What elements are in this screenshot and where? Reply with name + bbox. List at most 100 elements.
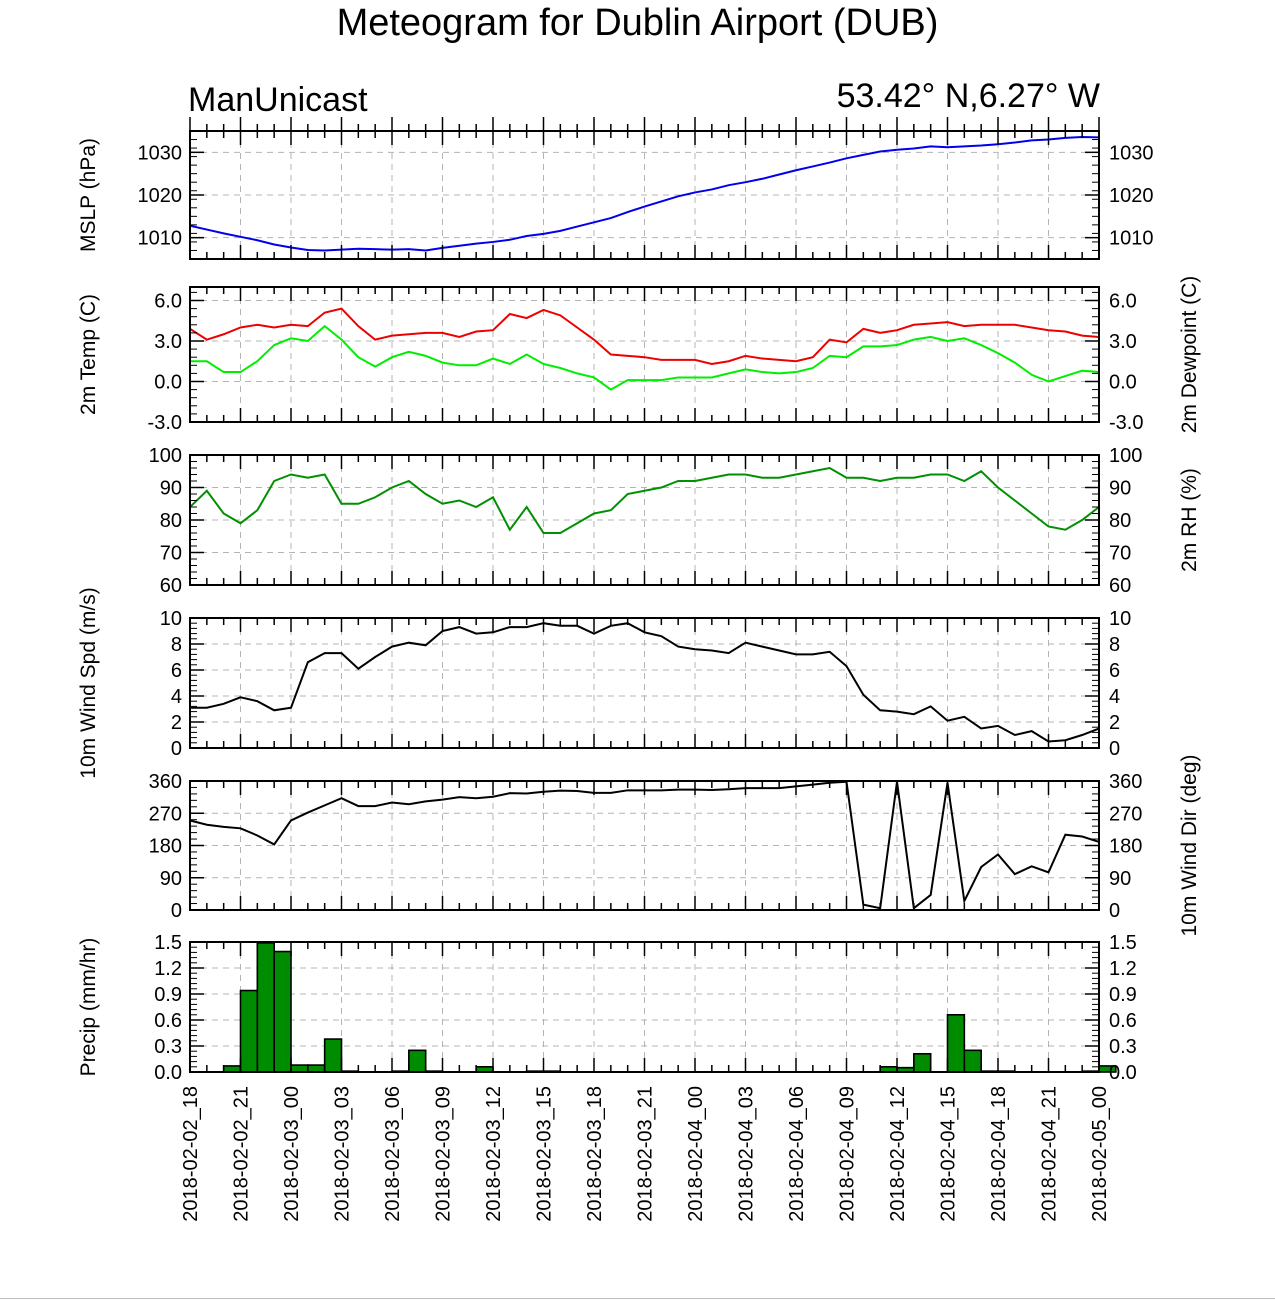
x-tick-label: 2018-02-04_00 [685, 1086, 707, 1222]
y-tick-label-right: 1030 [1109, 142, 1154, 164]
wind-direction-line-0 [190, 781, 1099, 910]
x-tick-label: 2018-02-04_09 [837, 1086, 859, 1222]
y-tick-label-right: 0.0 [1109, 1062, 1137, 1084]
precip-bar [307, 1064, 326, 1073]
y-tick-label-left: 3.0 [154, 331, 182, 353]
panel-wind-speed: 0 0 2 2 4 4 6 6 8 8 10 10 10m Wind Spd (m/s) [77, 587, 1131, 778]
y-tick-label-right: 3.0 [1109, 331, 1137, 353]
y-tick-label-left: 70 [160, 543, 182, 565]
x-tick-label: 2018-02-04_06 [786, 1086, 808, 1222]
y-axis-title-right: 10m Wind Dir (deg) [1178, 754, 1201, 936]
wind-speed-line-0 [190, 622, 1099, 743]
panel-relative-humidity: 60 60 70 70 80 80 90 90 100 100 2m RH (%) [149, 445, 1201, 597]
y-tick-label-left: 360 [149, 771, 182, 793]
y-tick-label-left: 8 [171, 634, 182, 656]
y-tick-label-right: 0.3 [1109, 1036, 1137, 1058]
y-tick-label-right: 0.6 [1109, 1010, 1137, 1032]
y-tick-label-right: 360 [1109, 771, 1142, 793]
y-tick-label-right: 1020 [1109, 185, 1154, 207]
y-tick-label-right: 8 [1109, 634, 1120, 656]
x-tick-label: 2018-02-03_12 [483, 1086, 505, 1222]
x-tick-label: 2018-02-02_18 [180, 1086, 202, 1222]
y-tick-label-right: 0.9 [1109, 984, 1137, 1006]
panel-temperature: -3.0 -3.0 0.0 0.0 3.0 3.0 6.0 6.0 2m Temp (C) 2m … [77, 276, 1201, 434]
y-tick-label-right: 6.0 [1109, 291, 1137, 313]
mslp-line-0 [190, 135, 1099, 252]
y-axis-title-right: 2m Dewpoint (C) [1178, 276, 1201, 434]
y-tick-label-right: 100 [1109, 445, 1142, 467]
y-tick-label-left: 2 [171, 712, 182, 734]
x-tick-label: 2018-02-03_00 [281, 1086, 303, 1222]
x-tick-label: 2018-02-05_00 [1089, 1086, 1111, 1222]
y-tick-label-left: 4 [171, 686, 182, 708]
precip-bar [408, 1049, 427, 1073]
y-tick-label-left: 1.2 [154, 958, 182, 980]
x-tick-label: 2018-02-03_03 [332, 1086, 354, 1222]
y-tick-label-left: 60 [160, 575, 182, 597]
y-tick-label-right: 0 [1109, 900, 1120, 922]
y-tick-label-left: 1.5 [154, 932, 182, 954]
y-tick-label-right: 270 [1109, 803, 1142, 825]
bottom-divider [0, 1298, 1275, 1299]
y-tick-label-left: 0.0 [154, 1062, 182, 1084]
y-axis-title-left: Precip (mm/hr) [77, 938, 100, 1077]
y-tick-label-left: 0.6 [154, 1010, 182, 1032]
x-tick-label: 2018-02-03_09 [433, 1086, 455, 1222]
x-tick-label: 2018-02-03_06 [382, 1086, 404, 1222]
precip-bar [273, 950, 292, 1073]
y-tick-label-left: 90 [160, 478, 182, 500]
y-tick-label-left: 1020 [138, 185, 183, 207]
y-axis-title-left: 2m Temp (C) [77, 294, 100, 415]
y-axis-title-left: 10m Wind Spd (m/s) [77, 587, 100, 778]
x-tick-label: 2018-02-04_21 [1039, 1086, 1061, 1222]
x-tick-label: 2018-02-03_21 [635, 1086, 657, 1222]
y-tick-label-left: 1010 [138, 228, 183, 250]
y-tick-label-left: 6.0 [154, 291, 182, 313]
x-tick-label: 2018-02-04_03 [736, 1086, 758, 1222]
y-tick-label-left: 1030 [138, 142, 183, 164]
y-tick-label-right: 80 [1109, 510, 1131, 532]
y-tick-label-left: 90 [160, 868, 182, 890]
relative-humidity-line-0 [190, 466, 1099, 534]
y-axis-title-left: MSLP (hPa) [77, 138, 100, 252]
y-tick-label-left: 0.3 [154, 1036, 182, 1058]
y-tick-label-right: 10 [1109, 608, 1131, 630]
y-tick-label-left: 0.9 [154, 984, 182, 1006]
y-tick-label-left: 270 [149, 803, 182, 825]
x-tick-label: 2018-02-02_21 [231, 1086, 253, 1222]
model-label: ManUnicast [188, 81, 368, 119]
location-label: 53.42° N,6.27° W [836, 77, 1100, 115]
y-tick-label-left: 0 [171, 738, 182, 760]
x-tick-label: 2018-02-03_18 [584, 1086, 606, 1222]
y-tick-label-right: 1.5 [1109, 932, 1137, 954]
chart-title: Meteogram for Dublin Airport (DUB) [336, 2, 939, 44]
precip-bar [256, 942, 275, 1073]
precip-bar [963, 1049, 982, 1073]
y-tick-label-right: 90 [1109, 868, 1131, 890]
y-tick-label-right: 4 [1109, 686, 1120, 708]
y-tick-label-left: 180 [149, 836, 182, 858]
y-tick-label-right: 60 [1109, 575, 1131, 597]
x-tick-label: 2018-02-04_18 [988, 1086, 1010, 1222]
panel-precipitation: 0.0 0.0 0.3 0.3 0.6 0.6 0.9 0.9 1.2 1.2 1.5 1.5 Prec… [77, 932, 1137, 1084]
panel-mslp: 1010 1010 1020 1020 1030 1030 MSLP (hPa) [77, 117, 1154, 260]
precip-bar [323, 1038, 343, 1073]
y-tick-label-right: 2 [1109, 712, 1120, 734]
x-tick-label: 2018-02-04_12 [887, 1086, 909, 1222]
y-tick-label-right: 0.0 [1109, 372, 1137, 394]
y-tick-label-right: 90 [1109, 478, 1131, 500]
temperature-line-1 [190, 324, 1099, 391]
precip-bar [290, 1064, 309, 1073]
y-tick-label-left: 0 [171, 900, 182, 922]
precip-bar [239, 989, 259, 1073]
y-tick-label-right: 1010 [1109, 228, 1154, 250]
y-tick-label-left: 80 [160, 510, 182, 532]
y-tick-label-left: 10 [160, 608, 182, 630]
y-axis-title-right: 2m RH (%) [1178, 468, 1201, 572]
y-tick-label-left: 100 [149, 445, 182, 467]
y-tick-label-right: 1.2 [1109, 958, 1137, 980]
y-tick-label-right: 180 [1109, 836, 1142, 858]
y-tick-label-right: 70 [1109, 543, 1131, 565]
precip-bar [913, 1053, 932, 1073]
